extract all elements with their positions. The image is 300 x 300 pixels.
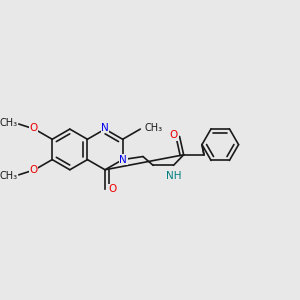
Text: N: N xyxy=(119,154,127,165)
Text: CH₃: CH₃ xyxy=(0,171,17,181)
Text: CH₃: CH₃ xyxy=(145,123,163,133)
Text: NH: NH xyxy=(166,171,181,181)
Text: CH₃: CH₃ xyxy=(0,118,17,128)
Text: O: O xyxy=(170,130,178,140)
Text: O: O xyxy=(108,184,116,194)
Text: N: N xyxy=(101,123,109,133)
Text: O: O xyxy=(29,123,37,133)
Text: O: O xyxy=(29,165,37,175)
